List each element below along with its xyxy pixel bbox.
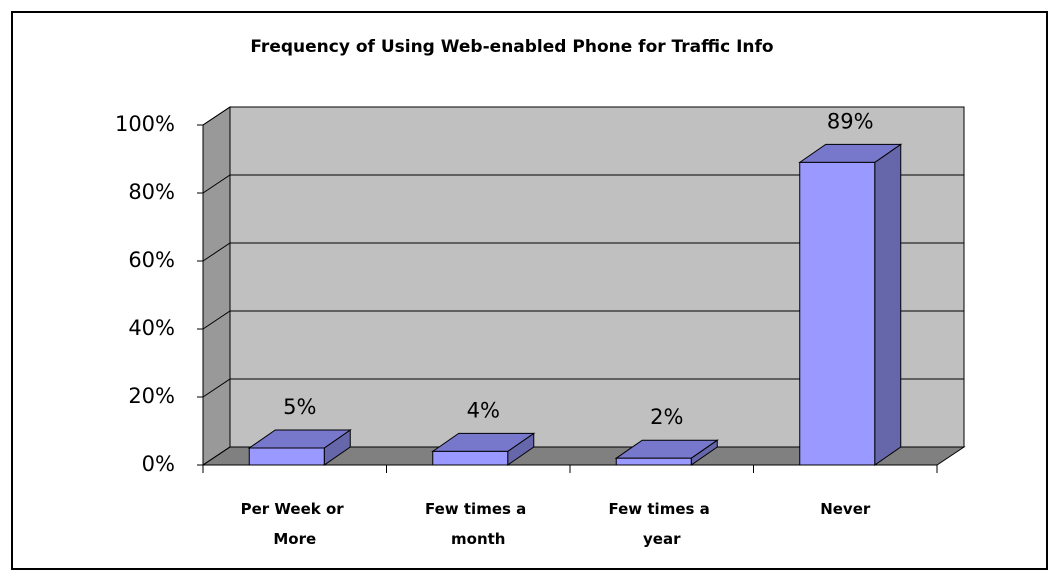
bar bbox=[248, 447, 325, 466]
x-tick-label: Few times a year bbox=[608, 500, 715, 548]
value-label: 2% bbox=[650, 405, 683, 429]
x-tick-label: Never bbox=[820, 500, 871, 518]
chart-title: Frequency of Using Web-enabled Phone for… bbox=[250, 37, 773, 57]
bar bbox=[799, 161, 876, 466]
bar bbox=[432, 450, 509, 466]
value-label: 89% bbox=[827, 109, 874, 133]
y-tick-label: 0% bbox=[142, 452, 175, 476]
y-tick-label: 80% bbox=[128, 180, 175, 204]
side-wall bbox=[202, 106, 231, 466]
y-tick-label: 20% bbox=[128, 384, 175, 408]
bar bbox=[615, 457, 692, 466]
grid-line bbox=[202, 378, 964, 398]
y-tick-label: 100% bbox=[115, 112, 175, 136]
grid-line bbox=[202, 310, 964, 330]
value-label: 5% bbox=[283, 395, 316, 419]
y-tick-label: 40% bbox=[128, 316, 175, 340]
grid-line bbox=[202, 446, 964, 466]
bar-side bbox=[874, 143, 902, 466]
value-label: 4% bbox=[467, 398, 500, 422]
y-tick-label: 60% bbox=[128, 248, 175, 272]
x-tick-label: Few times a month bbox=[425, 500, 532, 548]
grid-line bbox=[202, 242, 964, 262]
grid-line bbox=[202, 174, 964, 194]
x-tick-label: Per Week or More bbox=[241, 500, 349, 548]
grid-line bbox=[202, 106, 964, 126]
